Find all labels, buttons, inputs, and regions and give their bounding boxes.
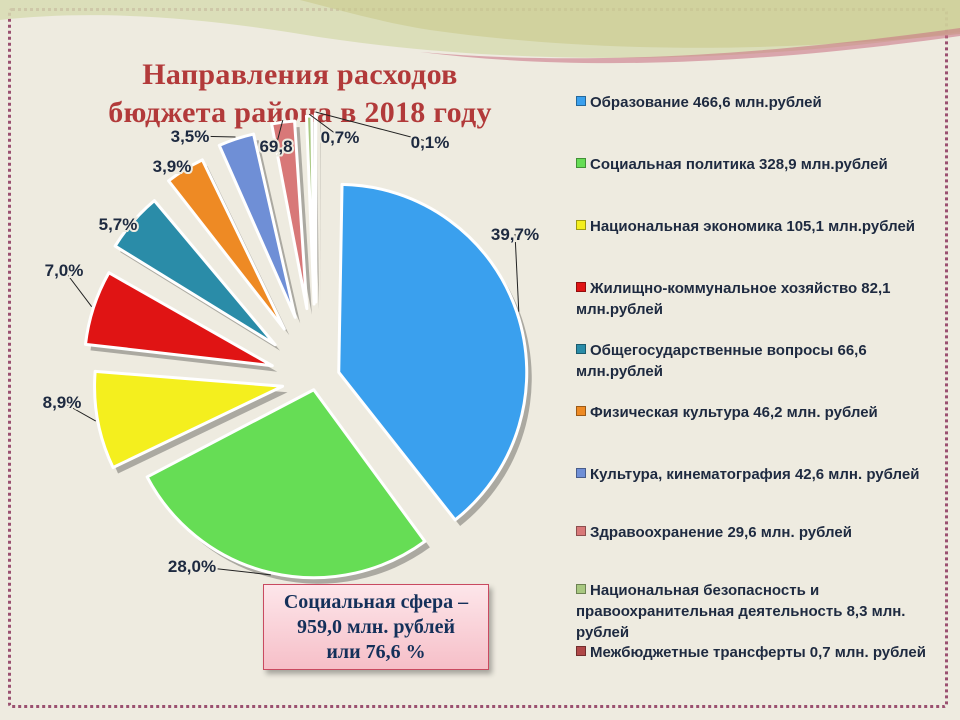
legend-label: Образование 466,6 млн.рублей [590,94,822,111]
legend-swatch [576,584,586,594]
pie-data-label: 3,5% [171,127,210,146]
legend-swatch [576,282,586,292]
pie-leader-line [117,219,132,225]
legend-label: Культура, кинематография 42,6 млн. рубле… [590,466,920,483]
pie-slice [113,199,277,347]
pie-slice [337,182,529,522]
pie-data-label: 8,9% [43,393,82,412]
legend-swatch [576,526,586,536]
legend-item: Здравоохранение 29,6 млн. рублей [576,522,948,543]
pie-slice [313,112,318,304]
pie-leader-line [191,565,271,576]
chart-title: Направления расходов бюджета района в 20… [80,56,520,132]
pie-slice [145,388,427,580]
pie-slice-shadow [320,120,321,309]
pie-slice [270,119,309,311]
pie-slice [167,158,286,331]
legend-item: Национальная экономика 105,1 млн.рублей [576,216,948,237]
legend-label: Общегосударственные вопросы 66,6 млн.руб… [576,342,867,380]
legend-swatch [576,646,586,656]
callout-line-2: 959,0 млн. рублей [296,616,456,638]
pie-data-label: 0,7% [321,128,360,147]
legend-item: Межбюджетные трансферты 0,7 млн. рублей [576,642,948,663]
pie-leader-line [514,233,520,312]
legend-item: Физическая культура 46,2 млн. рублей [576,402,948,423]
pie-data-label: 69,8 [259,137,292,156]
title-line-2: бюджета района в 2018 году [108,96,492,129]
legend-label: Физическая культура 46,2 млн. рублей [590,404,878,421]
legend-item: Жилищно-коммунальное хозяйство 82,1 млн.… [576,278,948,320]
title-line-1: Направления расходов [142,58,458,91]
pie-slice [83,271,274,368]
pie-leader-line [189,135,236,138]
pie-leader-line [275,119,284,147]
legend-swatch [576,158,586,168]
header-decoration [0,0,960,64]
pie-data-label: 39,7% [491,225,539,244]
legend-item: Образование 466,6 млн.рублей [576,92,948,113]
pie-slice [217,132,297,319]
pie-leader-line [63,269,93,308]
legend-swatch [576,96,586,106]
pie-leader-line [315,111,431,143]
legend-label: Здравоохранение 29,6 млн. рублей [590,524,852,541]
pie-data-label: 7,0% [45,261,84,280]
legend-item: Культура, кинематография 42,6 млн. рубле… [576,464,948,485]
pie-leader-line [308,113,341,138]
callout-line-3: или 76,6 % [326,641,426,663]
pie-leader-line [61,401,97,422]
social-sphere-callout: Социальная сфера – 959,0 млн. рублей или… [263,584,489,670]
legend-item: Общегосударственные вопросы 66,6 млн.руб… [576,340,948,382]
legend-label: Национальная экономика 105,1 млн.рублей [590,218,916,235]
pie-data-label: 28,0% [168,557,216,576]
legend-item: Социальная политика 328,9 млн.рублей [576,154,948,175]
legend-swatch [576,344,586,354]
legend-label: Национальная безопасность и правоохранит… [576,582,906,641]
pie-data-label: 0,1% [411,133,450,152]
legend-swatch [576,406,586,416]
pie-leader-line [171,165,184,169]
legend-item: Национальная безопасность и правоохранит… [576,580,948,643]
legend-swatch [576,468,586,478]
legend-label: Жилищно-коммунальное хозяйство 82,1 млн.… [576,280,891,318]
legend-swatch [576,220,586,230]
callout-line-1: Социальная сфера – [283,591,469,613]
legend-label: Межбюджетные трансферты 0,7 млн. рублей [590,644,926,661]
pie-data-label: 3,9% [153,157,192,176]
pie-data-label: 5,7% [99,215,138,234]
pie-slice [93,369,285,470]
legend-label: Социальная политика 328,9 млн.рублей [590,156,888,173]
